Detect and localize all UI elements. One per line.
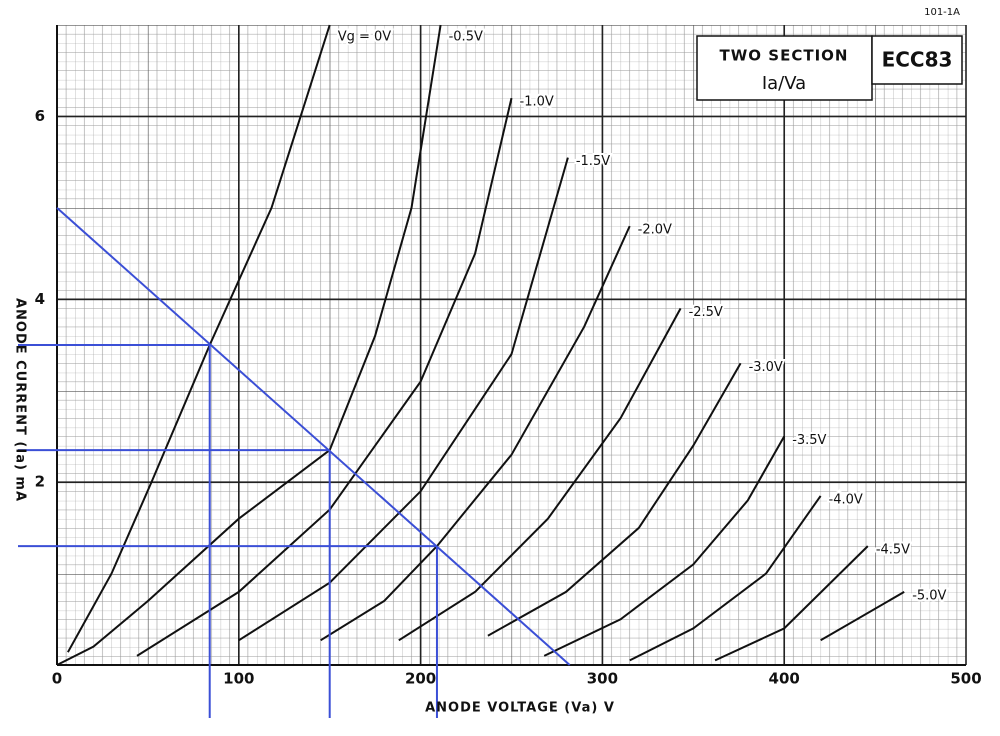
box-title: TWO SECTION: [720, 47, 849, 65]
plate-curve: [487, 362, 742, 637]
y-tick-label: 2: [35, 473, 45, 491]
curve-label: -4.0V: [829, 492, 863, 507]
x-tick-label: 400: [769, 670, 800, 688]
curve-label: -3.5V: [792, 433, 826, 448]
plate-curve: [820, 591, 905, 642]
curve-label: -3.0V: [749, 360, 783, 375]
x-tick-label: 300: [587, 670, 618, 688]
plate-curve: [543, 435, 786, 657]
plate-curve: [238, 157, 569, 642]
plate-curve: [56, 24, 442, 666]
curve-label: Vg = 0V: [338, 30, 392, 45]
tube-name: ECC83: [882, 48, 953, 72]
x-tick-label: 200: [405, 670, 436, 688]
curve-label: -5.0V: [912, 588, 946, 603]
curve-label: -4.5V: [876, 543, 910, 558]
load-line: [56, 207, 571, 666]
y-tick-label: 6: [35, 107, 45, 125]
info-box: [696, 35, 873, 101]
curve-label: -2.0V: [638, 223, 672, 238]
plate-curve: [398, 307, 682, 642]
curve-label: -0.5V: [449, 30, 483, 45]
x-tick-label: 100: [223, 670, 254, 688]
tube-box: [871, 35, 963, 85]
sheet-code: 101-1A: [924, 7, 960, 18]
plate-curve: [629, 495, 822, 662]
x-tick-label: 500: [950, 670, 981, 688]
curve-label: -1.0V: [520, 95, 554, 110]
y-axis-label: ANODE CURRENT (Ia) mA: [13, 298, 28, 502]
curve-label: -2.5V: [689, 305, 723, 320]
plate-curve: [136, 97, 513, 657]
x-axis-label: ANODE VOLTAGE (Va) V: [425, 701, 615, 716]
plate-curve: [714, 545, 869, 662]
y-tick-label: 4: [35, 290, 45, 308]
curve-label: -1.5V: [576, 154, 610, 169]
x-tick-label: 0: [52, 670, 62, 688]
box-subtitle: Ia/Va: [762, 73, 806, 94]
plate-curve: [320, 225, 631, 642]
